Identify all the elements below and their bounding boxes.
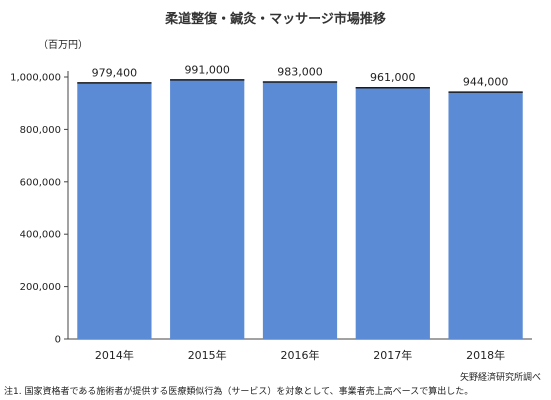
x-tick-label: 2014年 <box>95 348 134 362</box>
x-tick-label: 2015年 <box>188 348 227 362</box>
y-tick-label: 400,000 <box>20 230 61 241</box>
y-tick-label: 1,000,000 <box>10 73 61 84</box>
chart-title: 柔道整復・鍼灸・マッサージ市場推移 <box>165 12 386 27</box>
data-label: 983,000 <box>277 65 323 78</box>
y-tick-label: 600,000 <box>20 177 61 188</box>
bar <box>262 81 338 339</box>
x-tick-label: 2016年 <box>281 348 320 362</box>
source-note: 矢野経済研究所調べ <box>459 373 541 383</box>
data-label: 979,400 <box>92 66 138 79</box>
data-label: 961,000 <box>370 71 416 84</box>
data-label: 944,000 <box>463 76 509 89</box>
bar <box>355 87 430 339</box>
x-tick-label: 2017年 <box>373 348 412 362</box>
bar <box>77 82 152 339</box>
data-label: 991,000 <box>184 63 230 76</box>
x-tick-label: 2018年 <box>466 348 505 362</box>
footnote: 注1. 国家資格者である施術者が提供する医療類似行為（サービス）を対象として、事… <box>4 387 474 397</box>
bar <box>170 79 245 339</box>
y-tick-label: 800,000 <box>20 125 61 136</box>
y-tick-label: 0 <box>55 335 61 346</box>
y-axis-unit-label: （百万円） <box>38 40 88 51</box>
bar <box>448 91 523 339</box>
y-tick-label: 200,000 <box>20 282 61 293</box>
